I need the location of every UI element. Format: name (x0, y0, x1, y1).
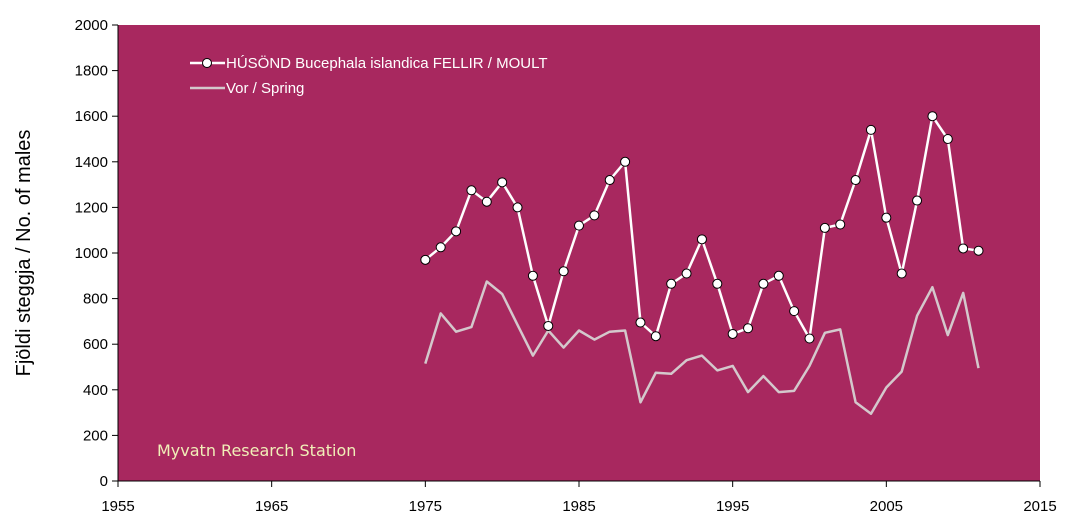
data-point (527, 270, 538, 281)
data-point (743, 323, 754, 334)
data-point (466, 185, 477, 196)
y-tick-label: 200 (83, 427, 108, 444)
data-point (881, 212, 892, 223)
data-point (819, 222, 830, 233)
y-tick-label: 1000 (75, 245, 108, 262)
data-point (481, 196, 492, 207)
legend-label: HÚSÖND Bucephala islandica FELLIR / MOUL… (226, 54, 548, 72)
y-tick-label: 1200 (75, 199, 108, 216)
data-point (435, 242, 446, 253)
data-point (420, 254, 431, 265)
series-line-spring (424, 280, 980, 415)
annotation-label: Myvatn Research Station (157, 441, 356, 460)
y-tick-label: 600 (83, 336, 108, 353)
x-tick-label: 1995 (716, 498, 749, 515)
data-point (604, 175, 615, 186)
x-axis: 1955 1965 1975 1985 1995 2005 2015 (101, 480, 1057, 515)
y-tick-label: 2000 (75, 17, 108, 34)
data-point (804, 333, 815, 344)
data-point (942, 134, 953, 144)
data-point (666, 278, 677, 289)
data-point (927, 111, 938, 122)
x-tick-label: 1975 (409, 498, 442, 515)
y-axis-title: Fjöldi steggja / No. of males (13, 130, 35, 377)
data-point (712, 278, 723, 289)
data-point (696, 234, 707, 245)
x-tick-label: 2015 (1023, 498, 1056, 515)
data-point (543, 320, 554, 331)
x-tick-label: 1985 (562, 498, 595, 515)
data-point (497, 177, 508, 188)
data-point (620, 156, 631, 167)
legend-label: Vor / Spring (226, 80, 304, 97)
data-point (789, 306, 800, 317)
data-point (773, 270, 784, 281)
x-tick-label: 2005 (870, 498, 903, 515)
data-point (574, 220, 584, 231)
data-point (865, 124, 876, 135)
x-tick-label: 1965 (255, 498, 288, 515)
data-point (835, 219, 846, 230)
legend: HÚSÖND Bucephala islandica FELLIR / MOUL… (190, 54, 548, 97)
plot-area (118, 25, 1040, 481)
series-layer (420, 111, 984, 415)
y-tick-label: 1800 (75, 63, 108, 80)
y-tick-label: 800 (83, 291, 108, 308)
data-point (558, 266, 569, 277)
data-point (758, 278, 769, 289)
data-point (681, 268, 692, 279)
y-axis: 0 200 400 600 800 1000 1200 1400 1600 1800 2000 (75, 17, 119, 490)
data-point (635, 317, 646, 328)
y-tick-label: 400 (83, 382, 108, 399)
data-point (958, 243, 969, 254)
legend-marker (202, 58, 212, 68)
x-tick-label: 1955 (101, 498, 134, 515)
data-point (589, 210, 600, 221)
y-tick-label: 1400 (75, 154, 108, 171)
data-point (451, 226, 462, 237)
data-point (727, 328, 738, 339)
data-point (512, 202, 523, 213)
data-point (650, 331, 661, 342)
data-point (912, 195, 923, 206)
data-point (850, 175, 861, 186)
y-tick-label: 0 (100, 473, 108, 490)
y-tick-label: 1600 (75, 108, 108, 125)
data-point (896, 268, 907, 279)
data-point (973, 245, 984, 256)
